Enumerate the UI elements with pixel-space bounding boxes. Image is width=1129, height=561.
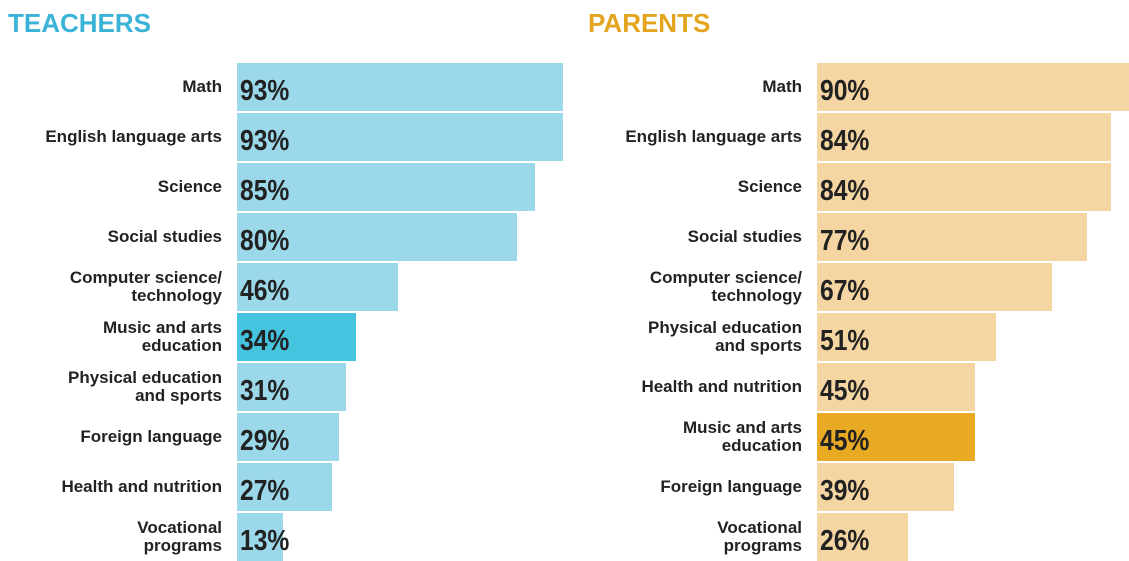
- bar: [237, 363, 346, 411]
- category-label: Science: [737, 177, 802, 196]
- bar: [817, 263, 1052, 311]
- bar: [817, 513, 908, 561]
- category-label: Computer science/ technology: [69, 268, 222, 305]
- category-label: Vocational programs: [717, 518, 802, 555]
- bar: [237, 163, 535, 211]
- category-label: Math: [182, 77, 222, 96]
- category-label: English language arts: [625, 127, 802, 146]
- value-label: 67%: [820, 275, 870, 307]
- category-label: Music and arts education: [682, 418, 802, 455]
- bar: [817, 363, 975, 411]
- value-label: 34%: [240, 325, 290, 357]
- value-label: 93%: [240, 75, 290, 107]
- category-label: Music and arts education: [102, 318, 222, 355]
- value-label: 93%: [240, 125, 290, 157]
- bar: [817, 463, 954, 511]
- category-label: Physical education and sports: [648, 318, 802, 355]
- bar: [817, 163, 1111, 211]
- bar: [817, 313, 996, 361]
- value-label: 46%: [240, 275, 290, 307]
- category-label: Vocational programs: [137, 518, 222, 555]
- category-label: Social studies: [107, 227, 222, 246]
- category-label: Physical education and sports: [68, 368, 222, 405]
- category-label: Foreign language: [660, 477, 802, 496]
- bar: [237, 213, 517, 261]
- value-label: 85%: [240, 175, 290, 207]
- category-label: Health and nutrition: [641, 377, 802, 396]
- bar: [817, 413, 975, 461]
- bar: [237, 413, 339, 461]
- value-label: 29%: [240, 425, 290, 457]
- value-label: 31%: [240, 375, 290, 407]
- category-label: English language arts: [45, 127, 222, 146]
- category-label: Foreign language: [80, 427, 222, 446]
- bar: [237, 63, 563, 111]
- category-label: Science: [157, 177, 222, 196]
- value-label: 45%: [820, 425, 870, 457]
- bar: [817, 63, 1129, 111]
- value-label: 45%: [820, 375, 870, 407]
- chart-title: PARENTS: [588, 8, 711, 38]
- category-label: Math: [762, 77, 802, 96]
- value-label: 13%: [240, 525, 290, 557]
- value-label: 84%: [820, 175, 870, 207]
- value-label: 39%: [820, 475, 870, 507]
- bar: [237, 463, 332, 511]
- bar: [237, 263, 398, 311]
- category-label: Social studies: [687, 227, 802, 246]
- bar: [817, 113, 1111, 161]
- chart-title: TEACHERS: [8, 8, 152, 38]
- value-label: 80%: [240, 225, 290, 257]
- value-label: 26%: [820, 525, 870, 557]
- value-label: 27%: [240, 475, 290, 507]
- category-label: Health and nutrition: [61, 477, 222, 496]
- value-label: 84%: [820, 125, 870, 157]
- bar: [237, 313, 356, 361]
- value-label: 77%: [820, 225, 870, 257]
- value-label: 90%: [820, 75, 870, 107]
- bar: [817, 213, 1087, 261]
- value-label: 51%: [820, 325, 870, 357]
- bar: [237, 113, 563, 161]
- category-label: Computer science/ technology: [649, 268, 802, 305]
- bar: [237, 513, 283, 561]
